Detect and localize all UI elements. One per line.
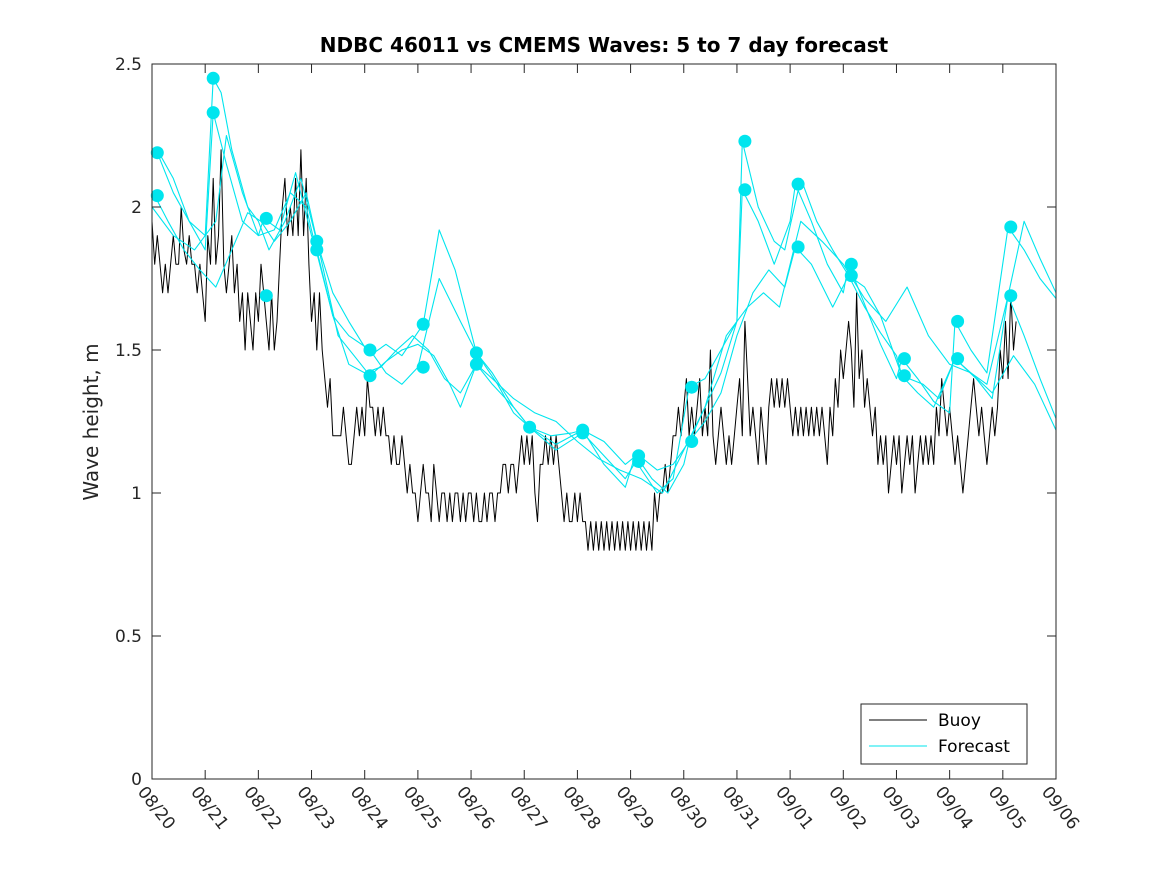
forecast-series-line-3	[156, 77, 1057, 488]
x-tick-label: 09/06	[1037, 783, 1083, 834]
forecast-marker-14	[523, 420, 537, 434]
forecast-marker-24	[791, 240, 805, 254]
forecast-series-line-1	[154, 192, 1057, 494]
legend-forecast-label: Forecast	[938, 737, 1010, 757]
y-tick-label: 2.5	[115, 55, 142, 75]
forecast-marker-23	[791, 177, 805, 191]
x-tick-label: 08/21	[186, 783, 232, 834]
plot-area	[152, 64, 1056, 779]
x-tick-label: 09/01	[771, 783, 817, 834]
y-tick-label: 1.5	[115, 341, 142, 361]
forecast-marker-30	[951, 352, 965, 366]
forecast-marker-16	[576, 426, 590, 440]
forecast-marker-1	[150, 189, 164, 203]
forecast-marker-4	[259, 211, 273, 225]
forecast-marker-5	[259, 289, 273, 303]
x-tick-label: 08/20	[133, 783, 179, 834]
forecast-marker-21	[738, 134, 752, 148]
forecast-marker-26	[844, 269, 858, 283]
forecast-marker-0	[150, 146, 164, 160]
forecast-marker-11	[416, 360, 430, 374]
forecast-marker-28	[897, 369, 911, 383]
buoy-series-line	[151, 149, 1017, 551]
y-tick-label: 0	[131, 770, 142, 790]
forecast-marker-9	[363, 369, 377, 383]
x-tick-label: 08/30	[665, 783, 711, 834]
forecast-marker-29	[951, 314, 965, 328]
plot-frame	[151, 63, 1057, 780]
x-tick-label: 08/24	[346, 783, 392, 834]
x-tick-label: 09/03	[878, 783, 924, 834]
x-tick-label: 08/29	[612, 783, 658, 834]
y-tick-label: 1	[131, 484, 142, 504]
chart-title: NDBC 46011 vs CMEMS Waves: 5 to 7 day fo…	[320, 33, 889, 57]
forecast-marker-27	[897, 352, 911, 366]
x-tick-label: 08/27	[505, 783, 551, 834]
forecast-marker-12	[469, 346, 483, 360]
x-tick-label: 08/28	[558, 783, 604, 834]
y-tick-label: 0.5	[115, 627, 142, 647]
x-tick-label: 08/22	[239, 783, 285, 834]
x-tick-label: 08/31	[718, 783, 764, 834]
y-axis-label: Wave height, m	[79, 343, 103, 500]
y-tick-label: 2	[131, 198, 142, 218]
legend: Buoy Forecast	[860, 703, 1028, 765]
forecast-marker-32	[1004, 289, 1018, 303]
forecast-series-line-4	[151, 134, 1057, 494]
forecast-marker-19	[685, 380, 699, 394]
forecast-marker-8	[363, 343, 377, 357]
x-tick-label: 08/23	[293, 783, 339, 834]
forecast-marker-25	[844, 257, 858, 271]
forecast-marker-31	[1004, 220, 1018, 234]
forecast-marker-7	[310, 243, 324, 257]
x-tick-label: 09/04	[931, 783, 977, 834]
forecast-marker-13	[469, 357, 483, 371]
forecast-marker-20	[685, 435, 699, 448]
x-tick-label: 08/26	[452, 783, 498, 834]
x-tick-label: 08/25	[399, 783, 445, 834]
x-tick-label: 09/02	[824, 783, 870, 834]
x-tick-label: 09/05	[984, 783, 1030, 834]
forecast-marker-18	[632, 455, 646, 468]
forecast-marker-10	[416, 317, 430, 331]
legend-buoy-label: Buoy	[938, 711, 981, 731]
forecast-marker-22	[738, 183, 752, 197]
forecast-marker-3	[206, 106, 220, 120]
marker-layer	[150, 71, 1018, 468]
legend-box	[860, 703, 1028, 765]
forecast-marker-2	[206, 71, 220, 85]
